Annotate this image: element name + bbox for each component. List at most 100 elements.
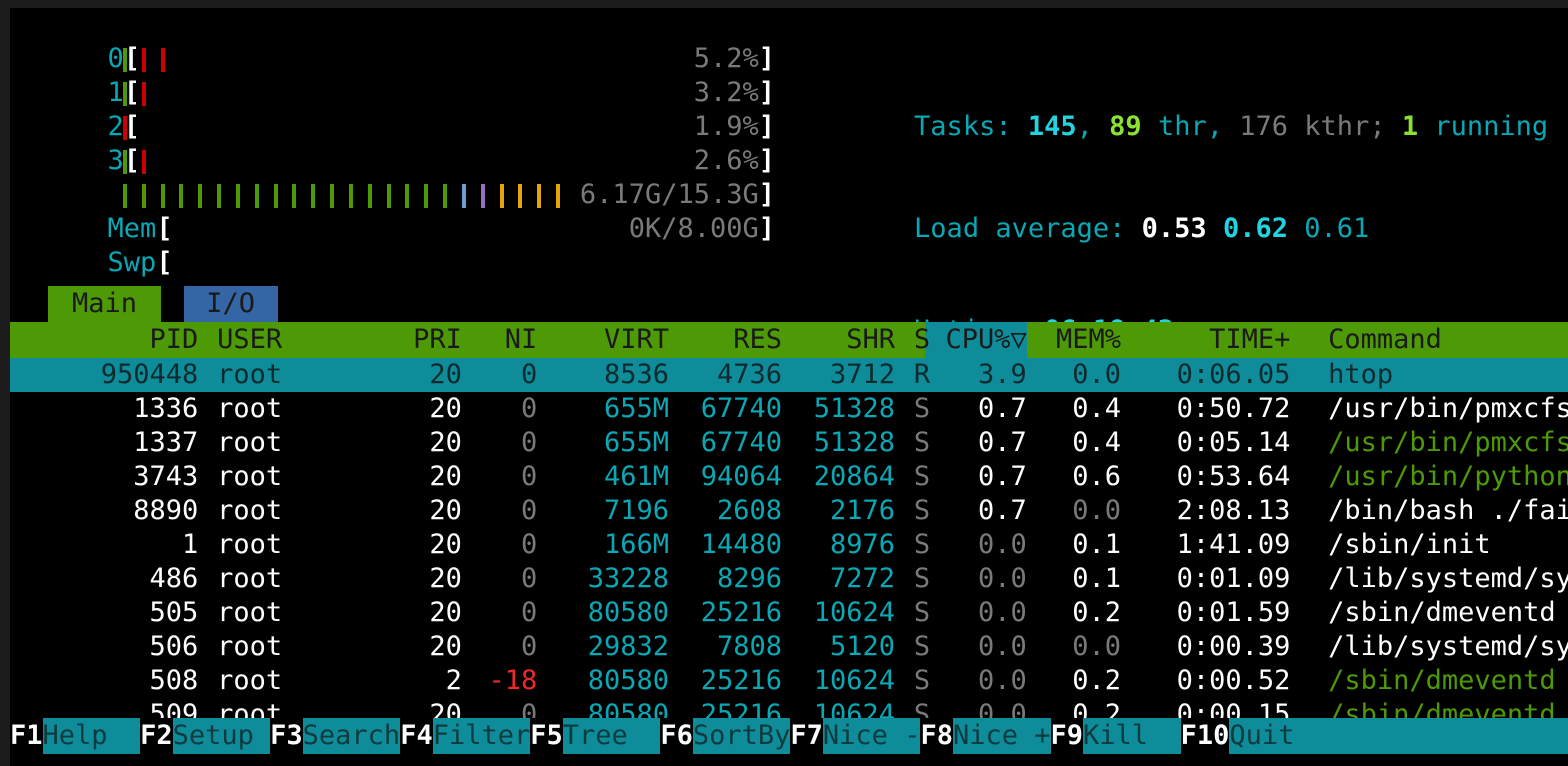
table-row[interactable]: 506 root 20 0 29832 7808 5120 S 0.0 0.0 0:00.39/li…	[10, 630, 1568, 664]
cell-res: 2608	[716, 495, 783, 526]
cell-pri: 20	[429, 393, 462, 424]
memory-bar-green	[443, 184, 448, 208]
table-row[interactable]: 505 root 20 0 80580 25216 10624 S 0.0 0.2 0:01.59 /…	[10, 596, 1568, 630]
cell-mem: 0.1	[1072, 563, 1121, 594]
table-row[interactable]: 8890 root 20 0 7196 2608 2176 S 0.7 0.0 2:08.13/bi…	[10, 494, 1568, 528]
function-key-f3[interactable]: F3	[270, 718, 303, 754]
memory-meter[interactable]: Mem[	[10, 178, 173, 244]
cell-shr: 20864	[813, 461, 895, 492]
function-key-f6[interactable]: F6	[660, 718, 693, 754]
table-row[interactable]: 950448 root 20 0 8536 4736 3712 R 3.9 0.0 0:06.05 h…	[10, 358, 1568, 392]
cell-pri: 20	[429, 631, 462, 662]
column-header-cmd[interactable]: Command	[1328, 324, 1442, 355]
function-key-f8[interactable]: F8	[920, 718, 953, 754]
table-row[interactable]: 1337 root 20 0 655M 67740 51328 S 0.7 0.4 0:05.14 /…	[10, 426, 1568, 460]
cell-shr: 51328	[813, 393, 895, 424]
cell-ni: 0	[520, 597, 538, 628]
column-header-res[interactable]: RES	[733, 324, 783, 355]
function-key-f10[interactable]: F10	[1180, 718, 1230, 754]
column-header-pid[interactable]: PID	[149, 324, 199, 355]
cpu-meter-3[interactable]: 3[	[10, 144, 140, 178]
function-key-f9[interactable]: F9	[1050, 718, 1084, 754]
cell-pid: 3743	[133, 461, 199, 492]
function-key-f5[interactable]: F5	[530, 718, 563, 754]
function-key-label-tree[interactable]: Tree	[562, 718, 661, 754]
function-key-label-kill[interactable]: Kill	[1083, 718, 1181, 754]
column-header-shr[interactable]: SHR	[846, 324, 895, 355]
load-average-5m: 0.62	[1222, 213, 1288, 244]
function-key-label-quit[interactable]: Quit	[1229, 718, 1327, 754]
column-header-ni[interactable]: NI	[504, 324, 538, 355]
cell-mem: 0.0	[1072, 631, 1121, 662]
cpu-bracket-close-2: ]	[758, 111, 775, 142]
function-key-label-sortby[interactable]: SortBy	[692, 718, 791, 754]
memory-bar-purple	[480, 184, 485, 208]
table-row[interactable]: 486 root 20 0 33228 8296 7272 S 0.0 0.1 0:01.09/li…	[10, 562, 1568, 596]
column-header-user[interactable]: USER	[217, 324, 283, 355]
cell-virt: 655M	[604, 393, 670, 424]
function-key-label-setup[interactable]: Setup	[172, 718, 271, 754]
cell-ni: 0	[520, 393, 538, 424]
cell-command: htop	[1328, 359, 1394, 390]
process-table: PID USER PRI NI VIRT RES SHR S CPU%▽ MEM% TIME+ Com…	[10, 322, 1568, 732]
function-key-label-filter[interactable]: Filter	[432, 718, 531, 754]
meter-bar-red	[123, 116, 127, 140]
cell-command: /usr/bin/pmxcfs	[1328, 427, 1568, 458]
cell-virt: 655M	[604, 427, 670, 458]
function-key-label-nice-[interactable]: Nice -	[822, 718, 921, 754]
swap-meter[interactable]: Swp[	[10, 212, 173, 278]
tasks-total: 145	[1027, 111, 1077, 142]
table-row[interactable]: 1 root 20 0 166M 14480 8976 S 0.0 0.1 1:41.09/sbin…	[10, 528, 1568, 562]
process-table-header[interactable]: PID USER PRI NI VIRT RES SHR S CPU%▽ MEM% TIME+ Com…	[10, 322, 1568, 358]
function-key-label-nice-[interactable]: Nice +	[952, 718, 1051, 754]
cpu-meter-2[interactable]: 2[	[10, 110, 140, 144]
cell-ni: 0	[520, 495, 538, 526]
function-key-label-search[interactable]: Search	[302, 718, 401, 754]
function-key-f2[interactable]: F2	[140, 718, 173, 754]
cell-ni: 0	[520, 631, 538, 662]
cell-user: root	[217, 597, 283, 628]
memory-bracket-open: [	[156, 213, 173, 244]
function-key-f7[interactable]: F7	[790, 718, 823, 754]
cell-user: root	[217, 563, 283, 594]
memory-bar-green	[123, 184, 127, 208]
memory-bar-green	[254, 184, 259, 208]
cell-pid: 486	[149, 563, 199, 594]
cell-ni: 0	[520, 529, 538, 560]
tab-main[interactable]: Main	[48, 286, 161, 322]
cell-command: /usr/bin/python3 /u	[1328, 461, 1568, 492]
column-header-pri[interactable]: PRI	[413, 324, 462, 355]
column-header-s[interactable]: S	[913, 324, 931, 355]
cell-res: 4736	[716, 359, 783, 390]
cell-pid: 8890	[133, 495, 199, 526]
memory-bar-green	[386, 184, 391, 208]
load-average-1m: 0.53	[1141, 213, 1207, 244]
cpu-meter-1[interactable]: 1[	[10, 76, 140, 110]
function-key-label-help[interactable]: Help	[42, 718, 141, 754]
column-header-cpu[interactable]: CPU%▽	[945, 324, 1027, 355]
thread-label: thr,	[1157, 111, 1223, 142]
meters-panel: 0[5.2%] 1[3.2%] 2[1.9%] 3[2.6%] Mem[ 6.17G/…	[10, 8, 1568, 346]
table-row[interactable]: 3743 root 20 0 461M 94064 20864 S 0.7 0.6 0:53.64 /…	[10, 460, 1568, 494]
cell-user: root	[217, 495, 283, 526]
function-key-f4[interactable]: F4	[400, 718, 433, 754]
column-header-virt[interactable]: VIRT	[604, 324, 670, 355]
cell-virt: 80580	[587, 665, 670, 696]
cell-time: 2:08.13	[1176, 495, 1291, 526]
cpu-percent-value-2: 1.9%	[693, 111, 759, 142]
column-header-mem[interactable]: MEM%	[1055, 324, 1121, 355]
function-key-f1[interactable]: F1	[10, 718, 43, 754]
cell-pid: 508	[149, 665, 199, 696]
cpu-meter-0[interactable]: 0[	[10, 42, 140, 76]
cell-time: 0:50.72	[1176, 393, 1291, 424]
tab-i-o[interactable]: I/O	[183, 286, 278, 322]
cell-state: S	[913, 393, 931, 424]
cpu-bracket-open-0: [	[123, 43, 140, 74]
table-row[interactable]: 1336 root 20 0 655M 67740 51328 S 0.7 0.4 0:50.72 /…	[10, 392, 1568, 426]
memory-bar-green	[405, 184, 410, 208]
cell-res: 8296	[716, 563, 783, 594]
cell-state: S	[913, 495, 931, 526]
table-row[interactable]: 508 root 2 -18 80580 25216 10624 S 0.0 0.2 0:00.52…	[10, 664, 1568, 698]
memory-bar-blue	[461, 184, 466, 208]
column-header-time[interactable]: TIME+	[1209, 324, 1291, 355]
